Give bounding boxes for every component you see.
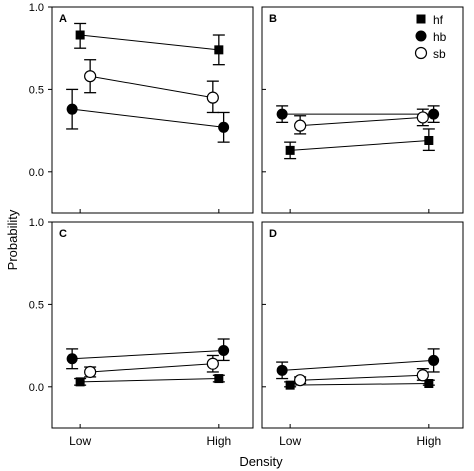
data-point: [276, 108, 288, 120]
data-point: [66, 103, 78, 115]
panel-frame: [261, 6, 464, 214]
panel-label: B: [269, 13, 277, 25]
data-point: [294, 119, 307, 132]
x-tick-label: High: [206, 434, 231, 448]
panel-label: A: [59, 13, 67, 25]
series-hf: [74, 374, 225, 387]
data-point: [214, 374, 224, 384]
series-hf: [284, 128, 435, 160]
legend-entry-hf: hf: [416, 13, 444, 27]
series-sb: [84, 354, 219, 379]
legend-label: hb: [433, 30, 447, 44]
panel-frame: [51, 221, 254, 429]
series-line: [290, 139, 429, 151]
series-line: [80, 34, 219, 51]
data-point: [294, 374, 307, 387]
series-sb: [84, 59, 219, 114]
data-point: [75, 30, 85, 40]
legend-marker: [415, 30, 427, 42]
y-tick-label: 0.5: [29, 84, 44, 96]
legend-label: hf: [433, 13, 444, 27]
panel-b: B: [261, 6, 464, 214]
series-hf: [284, 379, 435, 390]
series-line: [300, 374, 423, 381]
data-point: [428, 108, 440, 120]
panel-label: D: [269, 228, 277, 240]
panel-frame: [261, 221, 464, 429]
series-line: [300, 116, 423, 127]
data-point: [218, 121, 230, 133]
data-point: [285, 380, 295, 390]
series-line: [90, 363, 213, 373]
data-point: [66, 353, 78, 365]
panel-a: A 0.0 0.5 1.0: [29, 2, 254, 214]
series-sb: [294, 108, 429, 135]
series-line: [90, 75, 213, 99]
data-point: [285, 145, 295, 155]
data-point: [84, 365, 97, 379]
series-hb: [276, 105, 440, 124]
series-line: [80, 378, 219, 383]
data-point: [218, 345, 230, 357]
data-point: [206, 91, 219, 104]
data-point: [276, 364, 288, 376]
legend-marker: [416, 14, 426, 24]
panel-frame: [51, 6, 254, 214]
panel-label: C: [59, 228, 67, 240]
data-point: [428, 354, 440, 366]
y-tick-label: 0.5: [29, 299, 44, 311]
data-point: [84, 70, 97, 83]
data-point: [75, 377, 85, 387]
y-tick-label: 1.0: [29, 2, 44, 14]
series-hb: [66, 338, 230, 370]
x-tick-label: High: [416, 434, 441, 448]
data-point: [206, 357, 219, 370]
data-point: [424, 135, 434, 145]
panel-c: C 0.0 0.5 1.0 Low High: [29, 217, 254, 448]
y-tick-label: 0.0: [29, 382, 44, 394]
x-axis-label: Density: [239, 454, 283, 469]
series-line: [290, 383, 429, 386]
panels: A 0.0 0.5 1.0 B C 0.0 0.5 1.0 Low High D Low High: [29, 2, 464, 448]
data-point: [416, 369, 429, 382]
legend-marker: [414, 46, 428, 60]
data-point: [424, 379, 434, 389]
series-line: [72, 350, 224, 360]
y-axis-label: Probability: [5, 209, 20, 270]
series-line: [282, 359, 434, 371]
y-tick-label: 1.0: [29, 217, 44, 229]
legend-entry-sb: sb: [414, 46, 446, 61]
x-tick-label: Low: [69, 434, 91, 448]
data-point: [214, 45, 224, 55]
series-hf: [74, 22, 225, 66]
series-sb: [294, 368, 429, 387]
legend-entry-hb: hb: [415, 30, 447, 44]
x-tick-label: Low: [279, 434, 301, 448]
panel-d: D Low High: [261, 221, 464, 448]
legend-label: sb: [433, 47, 446, 61]
series-line: [72, 108, 224, 128]
data-point: [416, 111, 429, 124]
series-hb: [66, 88, 230, 143]
y-tick-label: 0.0: [29, 167, 44, 179]
legend: hf hb sb: [414, 13, 447, 61]
series-hb: [276, 348, 440, 380]
